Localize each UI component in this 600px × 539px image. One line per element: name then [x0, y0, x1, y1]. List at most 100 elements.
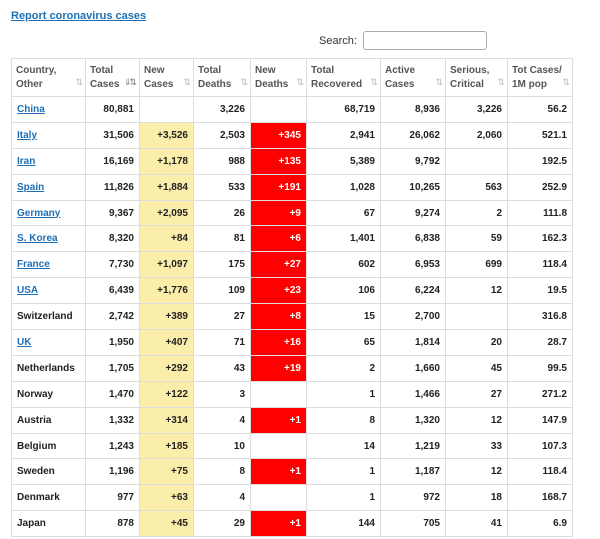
column-header-cases-per-million[interactable]: Tot Cases/1M pop ⇅	[507, 58, 573, 97]
active-cases-cell: 26,062	[380, 121, 446, 149]
total-recovered-cell: 1,401	[306, 225, 381, 253]
new-deaths-cell: +345	[250, 121, 307, 149]
total-recovered-cell: 602	[306, 251, 381, 279]
table-row: Denmark 977 +63 4 1 972 18 168.7	[11, 484, 573, 512]
total-cases-cell: 2,742	[85, 303, 140, 331]
total-deaths-cell: 81	[193, 225, 251, 253]
country-link[interactable]: Spain	[17, 181, 45, 193]
serious-critical-cell: 12	[445, 406, 508, 434]
new-cases-cell: +63	[139, 484, 194, 512]
country-link[interactable]: France	[17, 259, 50, 271]
country-cell: France	[11, 251, 86, 279]
column-header-total-recovered[interactable]: Total Recovered ⇅	[306, 58, 381, 97]
total-deaths-cell: 26	[193, 199, 251, 227]
new-deaths-cell	[250, 380, 307, 408]
table-row: Sweden 1,196 +75 8 +1 1 1,187 12 118.4	[11, 458, 573, 486]
total-cases-cell: 1,196	[85, 458, 140, 486]
cases-per-million-cell: 19.5	[507, 277, 573, 305]
active-cases-cell: 6,953	[380, 251, 446, 279]
total-recovered-cell: 8	[306, 406, 381, 434]
table-row: Japan 878 +45 29 +1 144 705 41 6.9	[11, 510, 573, 538]
total-cases-cell: 16,169	[85, 147, 140, 175]
new-deaths-cell: +16	[250, 329, 307, 356]
sort-icon: ⇅	[183, 77, 190, 87]
country-cell: S. Korea	[11, 225, 86, 253]
column-header-line: Serious,	[450, 64, 490, 76]
total-cases-cell: 8,320	[85, 225, 140, 253]
column-header-line: Cases	[385, 78, 415, 90]
report-cases-link[interactable]: Report coronavirus cases	[11, 10, 147, 22]
active-cases-cell: 1,814	[380, 329, 446, 356]
country-cell: Switzerland	[11, 303, 86, 331]
country-cell: USA	[11, 277, 86, 305]
total-deaths-cell: 27	[193, 303, 251, 331]
country-name: Japan	[17, 518, 46, 530]
table-row: Belgium 1,243 +185 10 14 1,219 33 107.3	[11, 432, 573, 460]
column-header-line: Other	[16, 78, 43, 90]
total-cases-cell: 6,439	[85, 277, 140, 305]
column-header-total-deaths[interactable]: Total Deaths ⇅	[193, 58, 251, 97]
new-cases-cell: +389	[139, 303, 194, 331]
active-cases-cell: 2,700	[380, 303, 446, 331]
table-row: Netherlands 1,705 +292 43 +19 2 1,660 45 99.5	[11, 354, 573, 382]
country-link[interactable]: Germany	[17, 207, 61, 219]
cases-per-million-cell: 56.2	[507, 96, 573, 123]
serious-critical-cell: 59	[445, 225, 508, 253]
new-cases-cell: +1,884	[139, 173, 194, 201]
country-link[interactable]: USA	[17, 285, 39, 297]
new-cases-cell: +292	[139, 354, 194, 382]
cases-per-million-cell: 252.9	[507, 173, 573, 201]
cases-table: Country, Other ⇅ Total Cases ⇓⇅ New Cases ⇅ To…	[11, 58, 573, 538]
country-link[interactable]: China	[17, 103, 45, 115]
new-deaths-cell: +6	[250, 225, 307, 253]
table-row: S. Korea 8,320 +84 81 +6 1,401 6,838 59 162.3	[11, 225, 573, 253]
column-header-line: 1M pop	[512, 78, 547, 90]
cases-per-million-cell: 99.5	[507, 354, 573, 382]
country-cell: UK	[11, 329, 86, 356]
column-header-total-cases[interactable]: Total Cases ⇓⇅	[85, 58, 140, 97]
search-label: Search:	[319, 34, 357, 47]
country-cell: Denmark	[11, 484, 86, 512]
country-link[interactable]: UK	[17, 336, 32, 348]
cases-per-million-cell: 521.1	[507, 121, 573, 149]
new-cases-cell: +185	[139, 432, 194, 460]
country-link[interactable]: Italy	[17, 129, 38, 141]
cases-per-million-cell: 316.8	[507, 303, 573, 331]
total-recovered-cell: 15	[306, 303, 381, 331]
active-cases-cell: 6,838	[380, 225, 446, 253]
sort-icon: ⇅	[435, 77, 442, 87]
column-header-line: Critical	[450, 78, 484, 90]
table-row: Switzerland 2,742 +389 27 +8 15 2,700 316.8	[11, 303, 573, 331]
cases-per-million-cell: 118.4	[507, 251, 573, 279]
total-deaths-cell: 71	[193, 329, 251, 356]
column-header-country[interactable]: Country, Other ⇅	[11, 58, 86, 97]
table-header-row: Country, Other ⇅ Total Cases ⇓⇅ New Cases ⇅ To…	[11, 58, 573, 97]
new-deaths-cell: +19	[250, 354, 307, 382]
new-cases-cell: +84	[139, 225, 194, 253]
column-header-new-deaths[interactable]: New Deaths ⇅	[250, 58, 307, 97]
column-header-serious-critical[interactable]: Serious, Critical ⇅	[445, 58, 508, 97]
table-row: Italy 31,506 +3,526 2,503 +345 2,941 26,062 2,0…	[11, 121, 573, 149]
country-name: Switzerland	[17, 311, 73, 323]
new-deaths-cell: +135	[250, 147, 307, 175]
new-cases-cell	[139, 96, 194, 123]
total-deaths-cell: 8	[193, 458, 251, 486]
total-deaths-cell: 109	[193, 277, 251, 305]
country-cell: Netherlands	[11, 354, 86, 382]
column-header-active-cases[interactable]: Active Cases ⇅	[380, 58, 446, 97]
country-link[interactable]: Iran	[17, 155, 36, 167]
country-name: Sweden	[17, 466, 55, 478]
search-input[interactable]	[362, 31, 487, 50]
active-cases-cell: 9,792	[380, 147, 446, 175]
total-cases-cell: 80,881	[85, 96, 140, 123]
total-deaths-cell: 10	[193, 432, 251, 460]
serious-critical-cell: 12	[445, 458, 508, 486]
country-link[interactable]: S. Korea	[17, 233, 58, 245]
new-cases-cell: +45	[139, 510, 194, 538]
country-cell: China	[11, 96, 86, 123]
cases-per-million-cell: 111.8	[507, 199, 573, 227]
sort-icon: ⇅	[370, 77, 377, 87]
new-cases-cell: +75	[139, 458, 194, 486]
total-cases-cell: 31,506	[85, 121, 140, 149]
column-header-new-cases[interactable]: New Cases ⇅	[139, 58, 194, 97]
